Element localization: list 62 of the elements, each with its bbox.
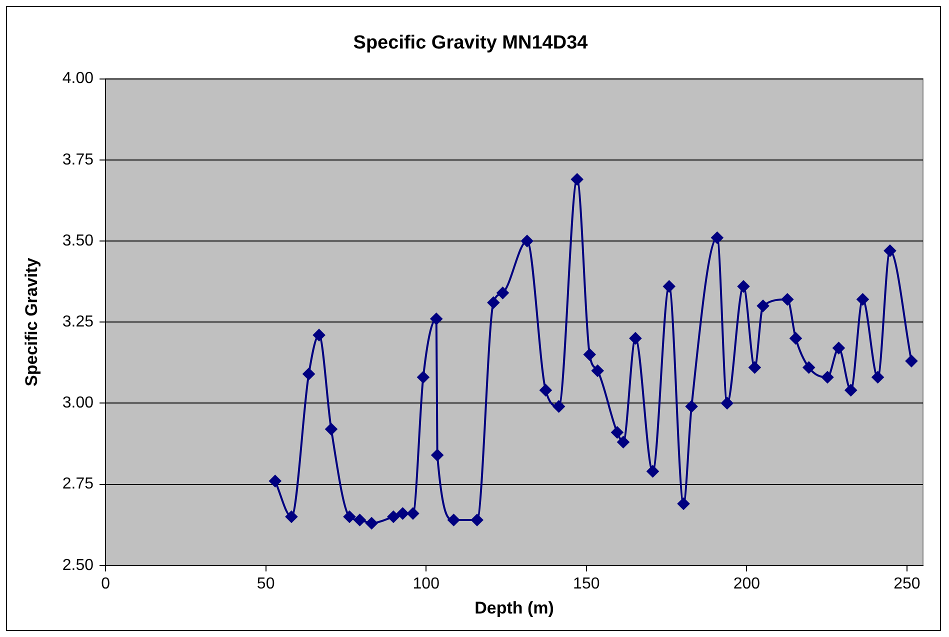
point: [269, 475, 282, 488]
point: [721, 397, 734, 410]
x-tick-label: 150: [573, 575, 600, 592]
y-tick-label: 3.00: [62, 394, 94, 412]
point: [431, 449, 444, 462]
y-tick-label: 4.00: [62, 70, 94, 88]
x-tick-label: 100: [412, 575, 440, 592]
point: [313, 329, 326, 342]
point: [781, 293, 794, 306]
x-axis-title: Depth (m): [474, 598, 554, 618]
point: [844, 384, 857, 396]
point: [430, 312, 442, 325]
y-tick-label: 3.75: [62, 151, 94, 168]
y-tick-label: 2.50: [62, 556, 94, 574]
point: [285, 510, 298, 523]
y-tick-label: 2.75: [62, 476, 94, 493]
point: [592, 364, 604, 377]
x-tick-label: 200: [733, 575, 760, 592]
point: [872, 371, 884, 384]
point: [343, 510, 356, 523]
point: [617, 436, 630, 448]
point: [302, 368, 315, 380]
point: [540, 384, 552, 396]
point: [711, 232, 724, 244]
point: [611, 426, 624, 438]
point: [790, 332, 802, 344]
point: [737, 280, 750, 292]
point: [552, 400, 565, 412]
x-tick-label: 0: [101, 575, 110, 592]
point: [821, 371, 834, 384]
y-tick-label: 3.25: [62, 314, 94, 331]
point: [406, 507, 419, 520]
point: [496, 286, 509, 299]
point: [678, 498, 690, 510]
point: [757, 300, 770, 312]
point: [686, 400, 698, 412]
y-tick-label: 3.50: [62, 232, 94, 250]
point: [354, 514, 366, 526]
point: [417, 371, 430, 384]
point: [487, 296, 500, 309]
point: [448, 514, 460, 526]
point: [884, 244, 896, 257]
point: [387, 510, 400, 523]
point: [856, 293, 869, 306]
point: [629, 332, 642, 344]
point: [521, 235, 534, 247]
chart-title: Specific Gravity MN14D34: [353, 32, 588, 54]
point: [646, 465, 659, 478]
point: [748, 362, 761, 374]
y-axis-title: Specific Gravity: [22, 257, 41, 386]
point: [663, 280, 676, 292]
x-tick-label: 50: [256, 575, 275, 592]
x-tick-label: 250: [894, 575, 920, 592]
point: [584, 348, 596, 361]
point: [471, 514, 484, 526]
point: [571, 173, 584, 186]
point: [325, 423, 338, 436]
point: [802, 362, 815, 374]
point: [905, 355, 918, 368]
point: [396, 507, 409, 520]
point: [366, 517, 378, 530]
point: [832, 342, 845, 354]
